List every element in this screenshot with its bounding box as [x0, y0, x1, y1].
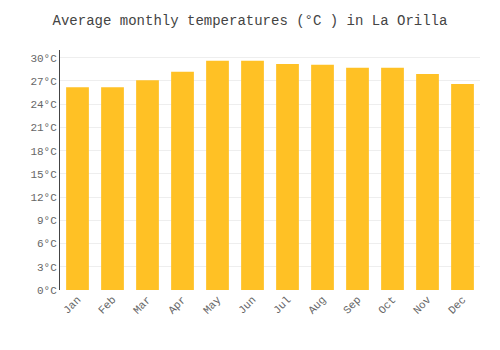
svg-text:3°C: 3°C	[37, 262, 57, 274]
svg-text:Mar: Mar	[131, 294, 153, 316]
svg-text:Jan: Jan	[61, 294, 83, 316]
svg-text:21°C: 21°C	[30, 122, 57, 134]
svg-text:6°C: 6°C	[37, 238, 57, 250]
svg-text:Feb: Feb	[96, 294, 118, 316]
svg-text:Jun: Jun	[236, 294, 258, 316]
svg-text:0°C: 0°C	[37, 285, 57, 297]
svg-text:Oct: Oct	[376, 294, 398, 316]
svg-text:Sep: Sep	[341, 294, 363, 316]
svg-text:Apr: Apr	[166, 294, 188, 316]
svg-text:30°C: 30°C	[30, 53, 57, 65]
svg-text:27°C: 27°C	[30, 76, 57, 88]
svg-text:24°C: 24°C	[30, 99, 57, 111]
svg-text:18°C: 18°C	[30, 146, 57, 158]
svg-text:Average monthly temperatures (: Average monthly temperatures (°C ) in La…	[53, 13, 448, 29]
svg-text:12°C: 12°C	[30, 192, 57, 204]
svg-text:Jul: Jul	[271, 294, 293, 316]
svg-text:Aug: Aug	[306, 294, 328, 316]
svg-text:15°C: 15°C	[30, 169, 57, 181]
svg-text:9°C: 9°C	[37, 215, 57, 227]
svg-text:Nov: Nov	[411, 294, 434, 317]
svg-text:Dec: Dec	[446, 294, 468, 316]
svg-text:May: May	[201, 294, 224, 317]
